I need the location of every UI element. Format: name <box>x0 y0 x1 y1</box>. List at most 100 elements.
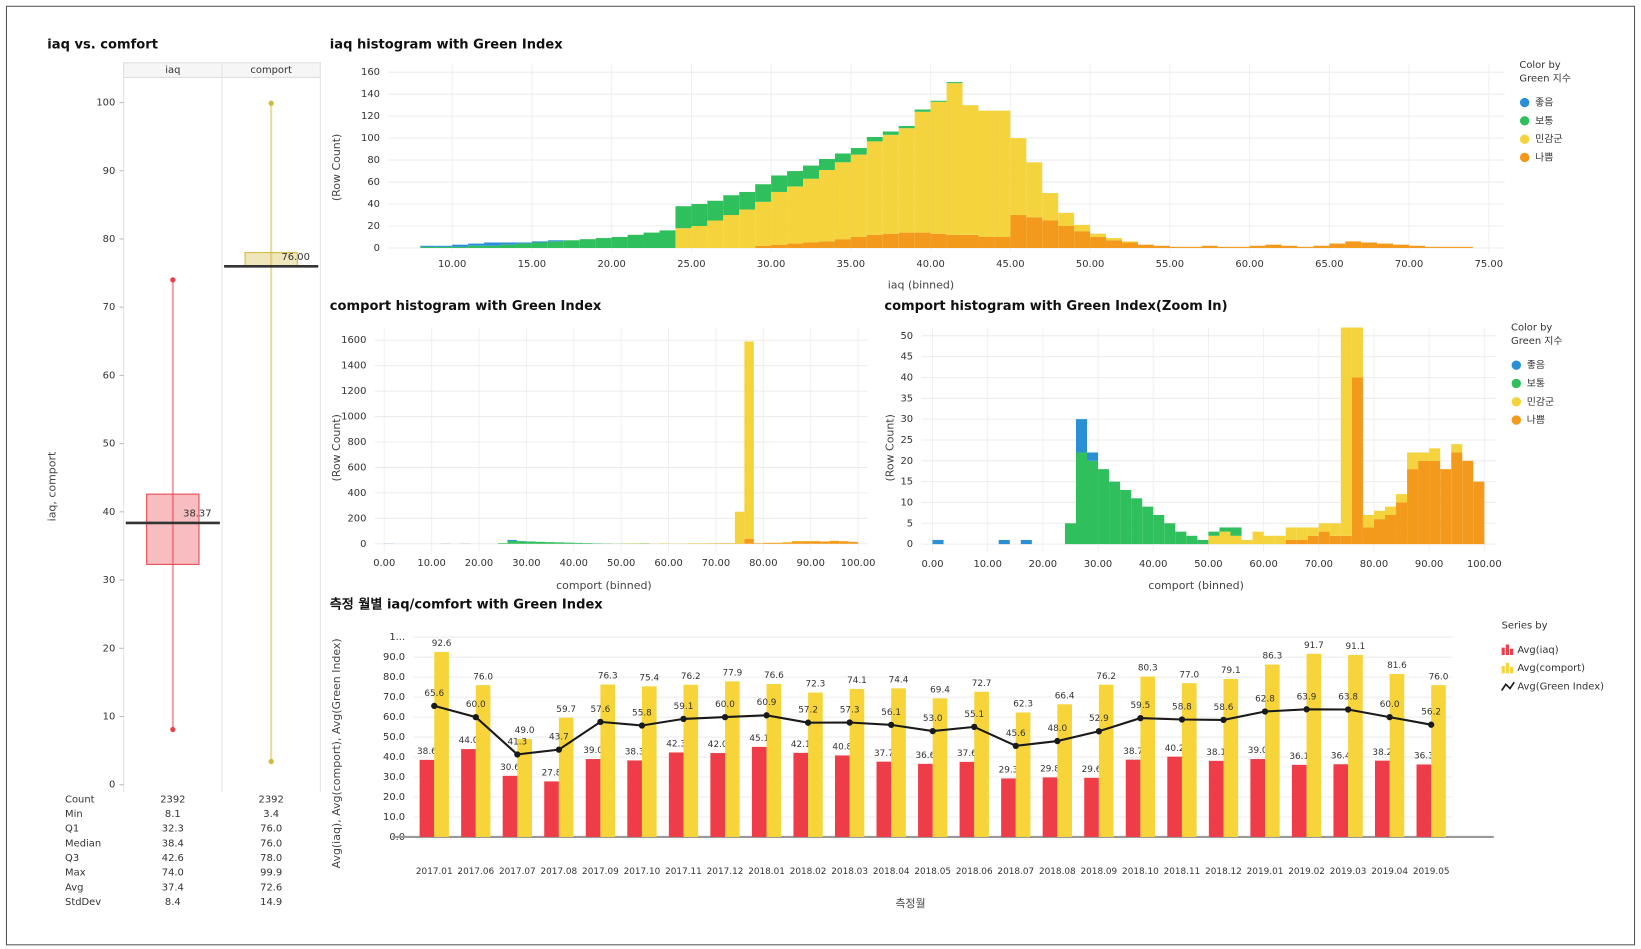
bar <box>710 753 726 837</box>
bar <box>1042 777 1058 837</box>
bar <box>791 541 802 544</box>
line-point <box>1054 737 1061 745</box>
bar <box>1462 460 1474 545</box>
value-label: 42.1 <box>791 740 811 750</box>
x-tick-label: 40.00 <box>1139 559 1167 570</box>
bar <box>1249 245 1266 248</box>
bar <box>1345 241 1362 248</box>
bar <box>1281 245 1298 248</box>
bar <box>1201 245 1218 248</box>
legend-label: 보통 <box>1527 377 1545 389</box>
x-tick-label: 2018.03 <box>831 867 868 877</box>
value-label: 69.4 <box>930 685 950 695</box>
bar <box>787 243 804 248</box>
value-label: 66.4 <box>1055 691 1075 701</box>
column-header: comport <box>250 65 292 76</box>
bar <box>1396 494 1408 503</box>
bar <box>507 539 517 541</box>
bar <box>1109 481 1121 545</box>
bar <box>1318 531 1330 545</box>
y-tick-label: 40.0 <box>383 752 405 763</box>
bar <box>1250 759 1266 837</box>
bar <box>1373 510 1386 520</box>
bar <box>834 755 850 837</box>
x-tick-label: 40.00 <box>916 259 944 270</box>
bar <box>755 184 772 202</box>
value-label: 27.8 <box>542 769 562 779</box>
legend-label: Avg(comport) <box>1517 663 1585 674</box>
y-tick-label: 15 <box>900 477 913 488</box>
bar <box>500 242 516 245</box>
x-tick-label: 45.00 <box>996 259 1024 270</box>
value-label: 45.1 <box>749 734 769 744</box>
chart-title: iaq histogram with Green Index <box>330 37 563 52</box>
legend-label: 나쁨 <box>1527 414 1545 426</box>
bar <box>1297 246 1314 248</box>
legend-title: Color by <box>1519 60 1560 71</box>
stat-value: 99.9 <box>260 868 282 879</box>
bar <box>1329 523 1341 536</box>
bar <box>932 698 948 837</box>
bar <box>734 511 745 544</box>
value-label: 77.9 <box>722 668 742 678</box>
y-tick-label: 140 <box>361 89 380 100</box>
y-tick-label: 80 <box>103 234 116 245</box>
bar <box>627 760 642 837</box>
legend-swatch <box>1511 360 1522 370</box>
value-label: 60.9 <box>757 698 777 708</box>
bar <box>994 110 1011 237</box>
legend-title: Green 지수 <box>1511 335 1562 347</box>
bar <box>484 245 501 248</box>
box <box>146 493 200 565</box>
bar <box>755 245 772 248</box>
bar <box>755 201 772 246</box>
bar <box>675 206 692 229</box>
x-tick-label: 80.00 <box>749 558 777 569</box>
y-axis-label: iaq, comport <box>46 451 59 521</box>
bar <box>723 215 740 248</box>
bar <box>1090 233 1107 237</box>
y-tick-label: 60.0 <box>383 712 405 723</box>
bar <box>803 178 819 243</box>
bar <box>898 232 915 248</box>
bar <box>1431 685 1446 837</box>
bar <box>839 541 849 544</box>
x-tick-label: 2019.05 <box>1413 867 1450 877</box>
bar <box>547 240 564 242</box>
value-label: 76.3 <box>598 672 618 682</box>
bar <box>564 542 574 544</box>
bar <box>659 230 676 248</box>
value-label: 81.6 <box>1387 661 1407 671</box>
line-point <box>1261 708 1269 715</box>
value-label: 60.0 <box>715 700 735 710</box>
y-tick-label: 100 <box>361 133 380 144</box>
value-label: 38.6 <box>417 747 437 757</box>
value-label: 92.6 <box>432 639 452 649</box>
bar <box>420 246 437 248</box>
value-label: 38.1 <box>1206 748 1226 758</box>
bar <box>1125 759 1141 837</box>
bar <box>1120 489 1132 545</box>
bar <box>611 236 628 248</box>
bar <box>849 688 865 837</box>
y-tick-label: 60 <box>367 177 380 188</box>
y-tick-label: 30 <box>900 414 913 425</box>
stat-name: Q3 <box>65 853 79 864</box>
bar <box>1361 242 1378 248</box>
x-tick-label: 2017.06 <box>457 867 494 877</box>
bar <box>1087 452 1099 461</box>
value-label: 30.6 <box>500 763 520 773</box>
bar <box>507 540 517 544</box>
bar <box>1374 760 1390 837</box>
bar <box>1208 760 1224 837</box>
bar <box>1058 212 1075 227</box>
y-tick-label: 0 <box>360 539 366 550</box>
value-label: 29.3 <box>999 766 1019 776</box>
value-label: 86.3 <box>1262 652 1282 662</box>
y-tick-label: 70 <box>103 302 116 313</box>
bar <box>866 141 883 235</box>
bar <box>803 165 819 179</box>
legend-label: 민감군 <box>1527 396 1554 408</box>
value-label: 76.0 <box>473 672 493 682</box>
legend-swatch <box>1501 647 1505 655</box>
